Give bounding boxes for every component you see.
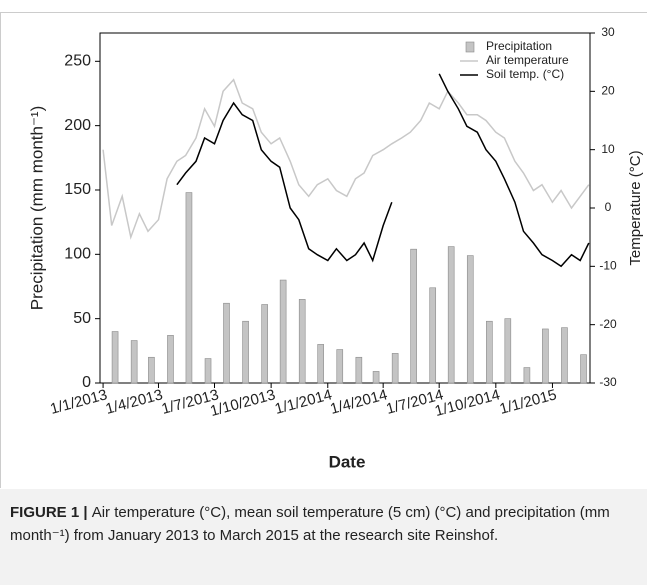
x-tick-label: 1/1/2014 xyxy=(273,386,334,418)
bar xyxy=(580,354,587,384)
bar xyxy=(298,299,306,384)
bar xyxy=(204,358,212,384)
bar xyxy=(542,328,549,384)
bar xyxy=(504,318,512,384)
x-tick-label: 1/4/2014 xyxy=(328,386,389,418)
bar xyxy=(336,349,344,384)
y2-tick-label: 20 xyxy=(601,84,615,98)
y2-axis-label: Temperature (°C) xyxy=(627,150,644,265)
bar xyxy=(355,356,363,384)
bar xyxy=(242,320,249,384)
bar xyxy=(223,302,230,384)
legend-label: Precipitation xyxy=(486,39,552,53)
bar xyxy=(561,327,568,384)
bar xyxy=(185,192,193,384)
y-axis-label: Precipitation (mm month⁻¹) xyxy=(27,106,46,311)
bar xyxy=(429,287,437,384)
y2-tick-label: 0 xyxy=(605,200,612,214)
frame xyxy=(0,12,647,488)
bar xyxy=(523,367,531,384)
bar xyxy=(111,331,119,384)
x-tick-label: 1/10/2013 xyxy=(208,386,277,420)
legend-label: Air temperature xyxy=(486,53,569,67)
y-tick-label: 100 xyxy=(64,246,91,263)
x-tick-label: 1/10/2014 xyxy=(433,386,502,420)
x-tick-label: 1/1/2015 xyxy=(498,386,559,418)
bar xyxy=(410,248,417,384)
bar xyxy=(130,340,138,384)
y2-tick-label: 10 xyxy=(601,142,615,156)
line xyxy=(176,73,590,268)
bar xyxy=(167,335,174,384)
caption-text: Air temperature (°C), mean soil temperat… xyxy=(10,504,610,544)
bar xyxy=(317,344,324,384)
bar xyxy=(391,353,399,384)
bar xyxy=(447,246,455,384)
y-tick-label: 150 xyxy=(64,181,91,198)
x-axis-label: Date xyxy=(329,452,366,471)
bar xyxy=(372,371,380,384)
bar xyxy=(466,255,474,384)
caption: FIGURE 1 | Air temperature (°C), mean so… xyxy=(0,489,647,585)
bar xyxy=(279,279,287,384)
legend-swatch xyxy=(465,41,475,53)
y2-tick-label: -30 xyxy=(599,375,617,389)
bar xyxy=(486,320,493,384)
x-tick-label: 1/1/2013 xyxy=(48,386,109,418)
line xyxy=(102,78,590,240)
y-tick-label: 250 xyxy=(64,53,91,70)
bar xyxy=(148,356,155,384)
bar xyxy=(261,304,268,384)
legend-label: Soil temp. (°C) xyxy=(486,67,564,81)
y-tick-label: 50 xyxy=(73,310,91,327)
caption-label: FIGURE 1 | xyxy=(10,504,92,521)
y2-tick-label: 30 xyxy=(601,25,615,39)
y2-tick-label: -10 xyxy=(599,259,617,273)
y2-tick-label: -20 xyxy=(599,317,617,331)
chart: Date Precipitation (mm month⁻¹) Temperat… xyxy=(27,25,644,471)
y-tick-label: 0 xyxy=(82,374,91,391)
x-tick-label: 1/4/2013 xyxy=(104,386,165,418)
y-tick-label: 200 xyxy=(64,117,91,134)
